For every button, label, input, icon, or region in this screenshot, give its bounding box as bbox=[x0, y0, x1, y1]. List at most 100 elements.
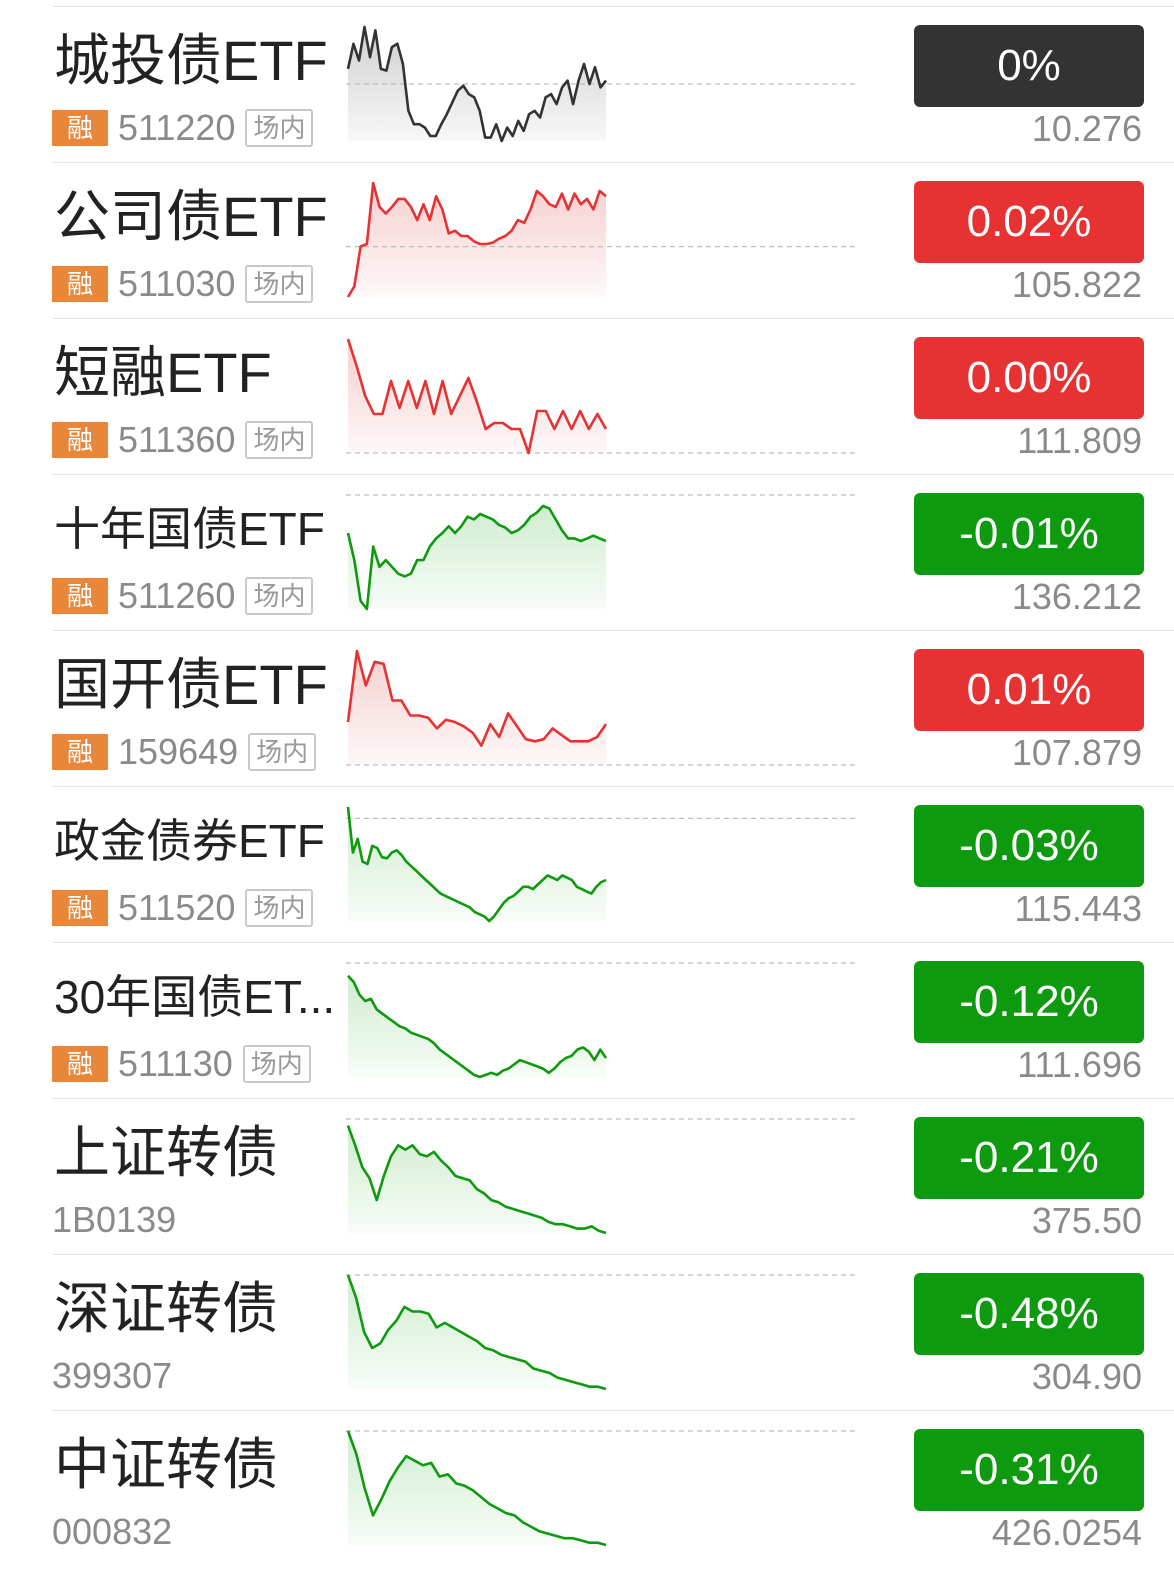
intraday-sparkline bbox=[346, 962, 856, 1079]
sparkline-line bbox=[346, 649, 608, 747]
quote-row[interactable]: 政金债券ETF 融 511520 场内 -0.03% 115.443 bbox=[0, 787, 1174, 943]
quote-row[interactable]: 国开债ETF 融 159649 场内 0.01% 107.879 bbox=[0, 631, 1174, 787]
security-code: 511360 bbox=[118, 419, 236, 460]
security-code: 511520 bbox=[118, 887, 236, 928]
change-percent-button[interactable]: -0.01% bbox=[914, 493, 1144, 575]
security-name: 中证转债 bbox=[54, 1433, 278, 1496]
change-percent-button[interactable]: -0.12% bbox=[914, 961, 1144, 1043]
sparkline-area bbox=[348, 505, 606, 609]
sparkline-area bbox=[348, 975, 606, 1077]
security-meta: 融 511030 场内 bbox=[52, 263, 314, 304]
change-percent-button[interactable]: 0.01% bbox=[914, 649, 1144, 731]
margin-trading-badge: 融 bbox=[52, 1046, 108, 1082]
change-percent-button[interactable]: 0.02% bbox=[914, 181, 1144, 263]
last-price: 107.879 bbox=[1011, 732, 1142, 773]
sparkline-line bbox=[346, 181, 607, 298]
intraday-sparkline bbox=[346, 338, 856, 455]
quote-row[interactable]: 短融ETF 融 511360 场内 0.00% 111.809 bbox=[0, 319, 1174, 475]
margin-trading-badge: 融 bbox=[52, 734, 108, 770]
security-meta: 融 511360 场内 bbox=[52, 419, 314, 460]
quote-row[interactable]: 上证转债 1B0139 -0.21% 375.50 bbox=[0, 1099, 1174, 1255]
change-percent-button[interactable]: 0% bbox=[914, 25, 1144, 107]
change-percent-button[interactable]: -0.31% bbox=[914, 1429, 1144, 1511]
change-percent-button[interactable]: -0.03% bbox=[914, 805, 1144, 887]
security-name: 30年国债ET... bbox=[54, 971, 336, 1023]
sparkline-line bbox=[346, 504, 607, 611]
sparkline-area bbox=[348, 339, 606, 453]
security-name: 短融ETF bbox=[54, 341, 272, 404]
last-price: 304.90 bbox=[1031, 1356, 1142, 1397]
sparkline-line bbox=[346, 806, 607, 923]
exchange-traded-badge: 场内 bbox=[245, 265, 314, 303]
security-meta: 融 511520 场内 bbox=[52, 887, 314, 928]
security-code: 399307 bbox=[52, 1355, 173, 1396]
margin-trading-badge: 融 bbox=[52, 422, 108, 458]
intraday-sparkline bbox=[346, 494, 856, 611]
sparkline-area bbox=[348, 1125, 606, 1233]
security-name: 上证转债 bbox=[54, 1121, 278, 1184]
exchange-traded-badge: 场内 bbox=[245, 889, 314, 927]
quote-row[interactable]: 30年国债ET... 融 511130 场内 -0.12% 111.696 bbox=[0, 943, 1174, 1099]
intraday-sparkline bbox=[346, 1118, 856, 1235]
exchange-traded-badge: 场内 bbox=[245, 577, 314, 615]
intraday-sparkline bbox=[346, 649, 856, 766]
intraday-sparkline bbox=[346, 1430, 856, 1547]
security-meta: 399307 bbox=[52, 1357, 182, 1395]
security-meta: 000832 bbox=[52, 1513, 182, 1551]
sparkline-line bbox=[346, 1125, 607, 1235]
last-price: 111.696 bbox=[1017, 1044, 1142, 1085]
security-code: 000832 bbox=[52, 1511, 173, 1552]
security-code: 511220 bbox=[118, 107, 236, 148]
security-code: 511260 bbox=[118, 575, 236, 616]
quote-row[interactable]: 深证转债 399307 -0.48% 304.90 bbox=[0, 1255, 1174, 1411]
last-price: 115.443 bbox=[1014, 888, 1142, 929]
margin-trading-badge: 融 bbox=[52, 578, 108, 614]
top-divider bbox=[52, 6, 1174, 7]
security-name: 城投债ETF bbox=[54, 29, 328, 92]
exchange-traded-badge: 场内 bbox=[242, 1045, 311, 1083]
sparkline-area bbox=[348, 183, 606, 297]
margin-trading-badge: 融 bbox=[52, 890, 108, 926]
change-percent-button[interactable]: 0.00% bbox=[914, 337, 1144, 419]
last-price: 10.276 bbox=[1031, 108, 1142, 149]
intraday-sparkline bbox=[346, 181, 856, 298]
last-price: 111.809 bbox=[1017, 420, 1142, 461]
security-name: 国开债ETF bbox=[54, 653, 328, 716]
intraday-sparkline bbox=[346, 806, 856, 923]
exchange-traded-badge: 场内 bbox=[245, 109, 314, 147]
quote-row[interactable]: 中证转债 000832 -0.31% 426.0254 bbox=[0, 1411, 1174, 1568]
sparkline-line bbox=[346, 1274, 607, 1391]
sparkline-line bbox=[346, 1430, 607, 1547]
margin-trading-badge: 融 bbox=[52, 266, 108, 302]
change-percent-button[interactable]: -0.21% bbox=[914, 1117, 1144, 1199]
security-code: 1B0139 bbox=[52, 1199, 177, 1240]
quote-row[interactable]: 城投债ETF 融 511220 场内 0% 10.276 bbox=[0, 7, 1174, 163]
security-code: 511130 bbox=[118, 1043, 233, 1084]
exchange-traded-badge: 场内 bbox=[245, 421, 314, 459]
quote-row[interactable]: 十年国债ETF 融 511260 场内 -0.01% 136.212 bbox=[0, 475, 1174, 631]
security-name: 十年国债ETF bbox=[54, 503, 325, 555]
security-meta: 融 511220 场内 bbox=[52, 107, 314, 148]
last-price: 105.822 bbox=[1011, 264, 1142, 305]
security-name: 公司债ETF bbox=[54, 185, 328, 248]
quote-row[interactable]: 公司债ETF 融 511030 场内 0.02% 105.822 bbox=[0, 163, 1174, 319]
last-price: 426.0254 bbox=[991, 1512, 1142, 1553]
security-meta: 融 159649 场内 bbox=[52, 731, 317, 772]
intraday-sparkline bbox=[346, 25, 856, 143]
sparkline-line bbox=[346, 25, 608, 143]
margin-trading-badge: 融 bbox=[52, 110, 108, 146]
quote-list: 城投债ETF 融 511220 场内 0% 10.276 公司债ETF 融 511030 场内 0.… bbox=[0, 7, 1174, 1568]
change-percent-button[interactable]: -0.48% bbox=[914, 1273, 1144, 1355]
security-code: 511030 bbox=[118, 263, 236, 304]
last-price: 375.50 bbox=[1031, 1200, 1142, 1241]
security-name: 政金债券ETF bbox=[54, 815, 325, 867]
intraday-sparkline bbox=[346, 1274, 856, 1391]
security-meta: 融 511130 场内 bbox=[52, 1045, 311, 1083]
last-price: 136.212 bbox=[1011, 576, 1142, 617]
sparkline-area bbox=[348, 651, 606, 765]
security-code: 159649 bbox=[118, 731, 239, 772]
sparkline-area bbox=[348, 807, 606, 921]
sparkline-area bbox=[348, 1275, 606, 1389]
security-name: 深证转债 bbox=[54, 1277, 278, 1340]
security-meta: 1B0139 bbox=[52, 1201, 186, 1239]
